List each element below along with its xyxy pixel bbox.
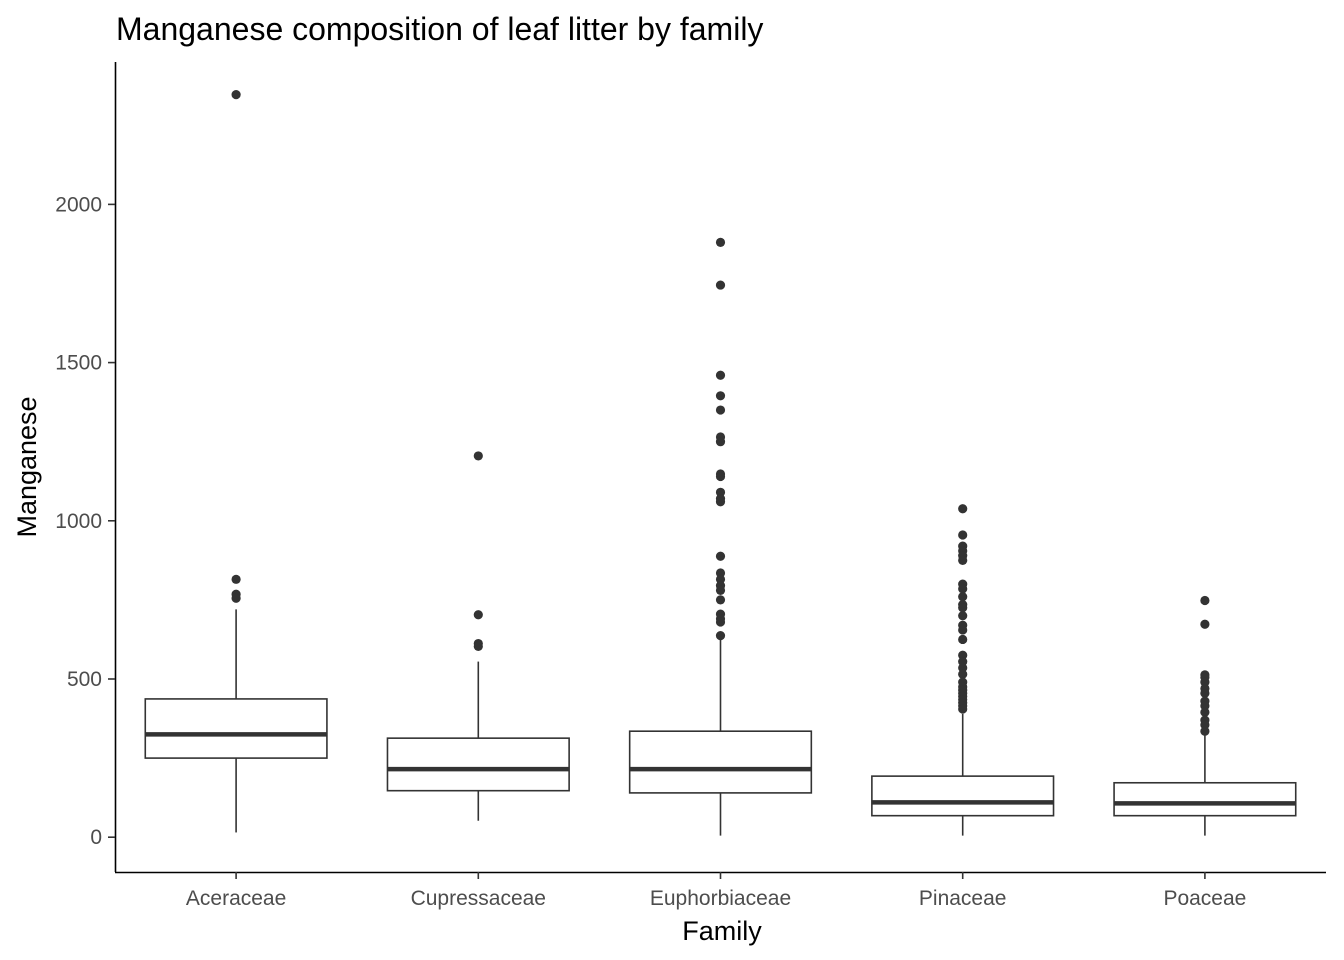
outlier-point: [231, 574, 241, 584]
box-euphorbiaceae: [628, 237, 813, 836]
outlier-point: [715, 370, 726, 380]
outlier-point: [958, 584, 968, 594]
outlier-point: [958, 504, 968, 514]
box-poaceae: [1113, 595, 1297, 836]
box-aceraceae: [144, 89, 328, 833]
outlier-point: [715, 585, 726, 595]
plot-area: [144, 89, 1297, 836]
outlier-point: [958, 650, 968, 660]
outlier-point: [958, 611, 968, 621]
outlier-point: [958, 530, 968, 540]
outlier-point: [473, 641, 483, 652]
outlier-point: [715, 437, 726, 447]
outlier-point: [958, 704, 968, 714]
outlier-point: [715, 617, 726, 627]
outlier-point: [715, 471, 726, 482]
outlier-point: [1200, 701, 1210, 711]
outlier-point: [715, 574, 726, 584]
chart-title: Manganese composition of leaf litter by …: [116, 11, 763, 47]
outlier-point: [1200, 595, 1210, 606]
x-tick-label: Euphorbiaceae: [650, 887, 791, 910]
outlier-point: [1200, 688, 1210, 698]
outlier-point: [958, 603, 968, 613]
x-tick-label: Pinaceae: [919, 887, 1007, 910]
x-axis-ticks: Aceraceae Cupressaceae Euphorbiaceae Pinace…: [186, 872, 1246, 910]
outlier-point: [715, 595, 726, 605]
outlier-point: [715, 568, 726, 578]
x-axis-title: Family: [682, 916, 762, 946]
outlier-point: [715, 237, 726, 247]
iqr-box: [1113, 781, 1297, 817]
outlier-point: [715, 631, 726, 641]
outlier-point: [231, 89, 241, 100]
iqr-box: [386, 737, 570, 792]
outlier-point: [231, 593, 241, 603]
outlier-point: [1200, 677, 1210, 687]
iqr-box: [628, 730, 813, 794]
outlier-point: [958, 555, 968, 565]
outlier-point: [958, 625, 968, 635]
x-tick-label: Aceraceae: [186, 887, 286, 910]
outlier-point: [958, 669, 968, 679]
y-tick-label: 0: [90, 826, 102, 849]
x-tick-label: Cupressaceae: [411, 887, 546, 910]
outlier-point: [473, 610, 483, 620]
outlier-point: [1200, 619, 1210, 629]
y-tick-label: 1000: [55, 510, 102, 533]
outlier-point: [958, 663, 968, 673]
box-cupressaceae: [386, 451, 570, 821]
outlier-point: [1200, 726, 1210, 736]
iqr-box: [144, 698, 328, 759]
outlier-point: [715, 497, 726, 507]
y-tick-label: 500: [67, 668, 102, 691]
outlier-point: [715, 391, 726, 401]
y-tick-label: 2000: [55, 193, 102, 216]
outlier-point: [715, 487, 726, 497]
y-axis-ticks: 0 500 1000 1500 2000: [55, 193, 115, 849]
outlier-point: [715, 551, 726, 561]
outlier-point: [473, 451, 483, 461]
outlier-point: [958, 592, 968, 602]
outlier-point: [958, 634, 968, 645]
y-tick-label: 1500: [55, 352, 102, 375]
outlier-point: [715, 405, 726, 415]
outlier-point: [958, 656, 968, 667]
box-pinaceae: [871, 504, 1055, 836]
iqr-box: [871, 775, 1055, 817]
outlier-point: [1200, 720, 1210, 730]
y-axis-title: Manganese: [12, 396, 42, 537]
outlier-point: [1200, 707, 1210, 717]
outlier-point: [715, 280, 726, 290]
x-tick-label: Poaceae: [1163, 887, 1246, 910]
